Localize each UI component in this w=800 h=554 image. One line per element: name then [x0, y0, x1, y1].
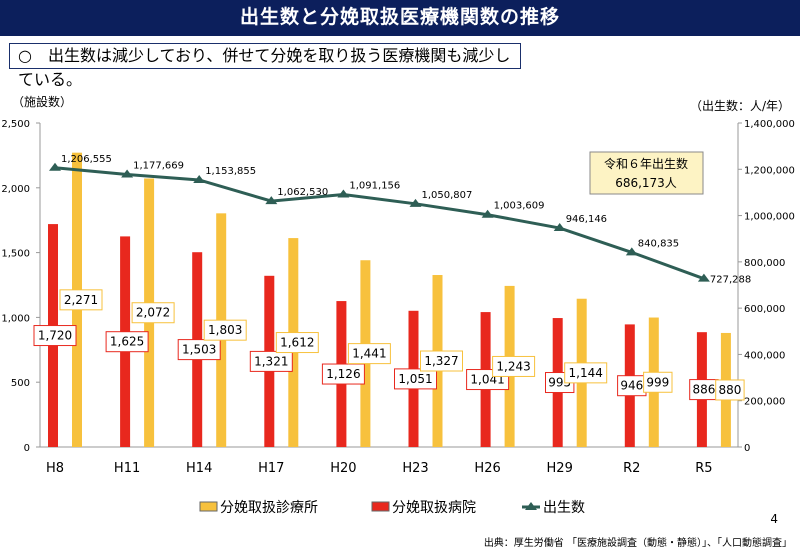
callout-line2: 686,173人 [615, 176, 677, 190]
births-data-label: 727,288 [710, 275, 751, 286]
clinic-data-label-box [564, 362, 608, 384]
births-marker [193, 174, 206, 183]
hospital-data-label-box [177, 339, 221, 361]
x-tick-label: H17 [258, 461, 284, 476]
hospital-data-label-box [249, 350, 293, 372]
callout-box [589, 151, 704, 195]
hospital-data-label: 946 [620, 379, 643, 393]
births-data-label: 946,146 [566, 214, 607, 225]
right-tick-label: 1,400,000 [744, 119, 795, 130]
callout-line1: 令和６年出生数 [604, 156, 688, 171]
legend-hospital-label: 分娩取扱病院 [392, 500, 476, 516]
right-tick-label: 1,000,000 [744, 212, 795, 223]
clinic-data-label: 1,243 [496, 359, 530, 373]
legend-clinic-swatch [199, 501, 218, 512]
births-data-label: 1,003,609 [494, 201, 545, 212]
births-data-label: 1,153,855 [205, 166, 256, 177]
births-marker [409, 198, 422, 207]
x-tick-label: R5 [695, 461, 712, 476]
births-marker [625, 247, 638, 256]
summary-box: ○ 出生数は減少しており、併せて分娩を取り扱う医療機関も減少している。 [9, 43, 521, 89]
hospital-data-label: 886 [692, 383, 715, 397]
clinic-data-label-box [347, 343, 391, 365]
births-data-label: 1,206,555 [61, 154, 112, 165]
right-tick-label: 1,200,000 [744, 165, 795, 176]
births-line [54, 166, 705, 281]
x-tick-label: H23 [402, 461, 428, 476]
clinic-data-label-box [131, 302, 175, 324]
births-data-label: 840,835 [638, 238, 679, 249]
clinic-data-label: 999 [646, 375, 669, 389]
births-data-label: 1,177,669 [133, 160, 184, 171]
right-tick-label: 400,000 [744, 350, 785, 361]
clinic-data-label-box [715, 379, 745, 401]
right-tick-label: 600,000 [744, 304, 785, 315]
clinic-data-label: 1,441 [352, 347, 386, 361]
hospital-data-label-box [394, 368, 437, 390]
births-data-label: 1,091,156 [349, 180, 400, 191]
clinic-data-label: 2,072 [136, 306, 170, 320]
right-tick-label: 0 [744, 443, 750, 454]
clinic-data-label-box [59, 289, 103, 311]
births-marker [121, 169, 134, 178]
clinic-data-label: 1,803 [208, 323, 242, 337]
right-axis-title: （出生数：人/年） [690, 98, 790, 113]
clinic-data-label: 1,612 [280, 336, 314, 350]
hospital-data-label: 1,625 [110, 335, 144, 349]
births-marker [265, 196, 278, 205]
births-marker [553, 223, 566, 232]
legend-births-marker [525, 502, 537, 510]
clinic-data-label: 880 [718, 383, 741, 397]
clinic-data-label-box [643, 371, 673, 393]
x-tick-label: H14 [186, 461, 212, 476]
births-marker [481, 209, 494, 218]
left-tick-label: 1,500 [1, 249, 30, 260]
x-tick-label: H29 [547, 461, 573, 476]
births-marker [697, 273, 710, 282]
births-data-label: 1,062,530 [277, 187, 328, 198]
clinic-data-label-box [275, 332, 319, 354]
clinic-data-label-box [420, 350, 463, 372]
left-tick-label: 500 [11, 378, 30, 389]
x-tick-label: H11 [114, 461, 140, 476]
hospital-data-label: 1,051 [398, 372, 432, 386]
clinic-data-label: 1,144 [569, 366, 603, 380]
right-tick-label: 800,000 [744, 258, 785, 269]
legend-hospital-swatch [371, 501, 390, 512]
hospital-data-label: 1,503 [182, 343, 216, 357]
left-tick-label: 1,000 [1, 313, 30, 324]
left-tick-label: 0 [24, 443, 30, 454]
source-note: 出典：厚生労働省 「医療施設調査（動態・静態）」、「人口動態調査」 [483, 538, 792, 549]
x-tick-label: R2 [623, 461, 640, 476]
x-tick-label: H26 [474, 461, 500, 476]
left-tick-label: 2,000 [1, 184, 30, 195]
legend-births-label: 出生数 [543, 500, 585, 516]
hospital-data-label: 1,126 [326, 367, 360, 381]
births-marker [49, 162, 61, 171]
births-marker [337, 189, 350, 198]
clinic-data-label-box [492, 355, 536, 377]
births-data-label: 1,050,807 [422, 190, 473, 201]
hospital-data-label-box [33, 325, 77, 347]
clinic-data-label: 1,327 [424, 354, 458, 368]
legend-clinic-label: 分娩取扱診療所 [220, 499, 318, 516]
clinic-data-label-box [203, 319, 247, 341]
hospital-data-label-box [321, 363, 365, 385]
page-title: 出生数と分娩取扱医療機関数の推移 [0, 0, 800, 36]
hospital-data-label-box [105, 331, 149, 353]
left-axis-title: （施設数） [12, 94, 72, 109]
page-number: 4 [770, 512, 778, 526]
x-tick-label: H8 [46, 461, 64, 476]
x-tick-label: H20 [330, 461, 356, 476]
right-tick-label: 200,000 [744, 397, 785, 408]
hospital-data-label: 1,720 [38, 329, 72, 343]
left-tick-label: 2,500 [1, 119, 30, 130]
clinic-data-label: 2,271 [64, 293, 98, 307]
hospital-data-label: 1,321 [254, 354, 288, 368]
